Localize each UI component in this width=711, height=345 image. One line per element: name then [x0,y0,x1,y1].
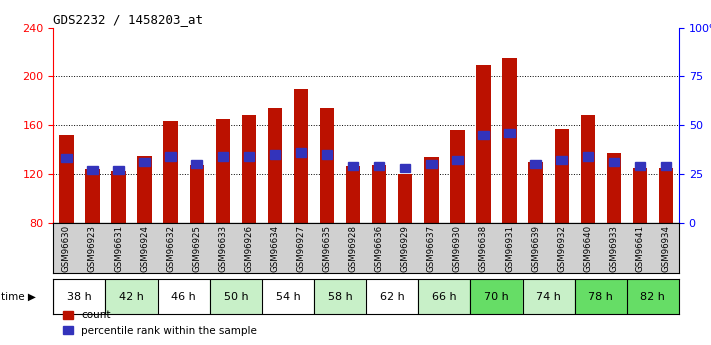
Bar [296,148,306,157]
Text: GSM96636: GSM96636 [375,225,384,272]
Bar [244,152,254,160]
Bar [366,279,418,314]
Bar [424,157,439,223]
Bar [53,279,105,314]
Bar [479,130,488,139]
Bar [191,160,202,168]
Bar [113,166,124,174]
Bar [426,160,437,168]
Bar [372,165,386,223]
Bar [348,162,358,170]
Bar [294,89,308,223]
Bar [450,130,464,223]
Bar [215,119,230,223]
Text: GDS2232 / 1458203_at: GDS2232 / 1458203_at [53,13,203,27]
Text: 78 h: 78 h [589,292,613,302]
Bar [528,161,542,223]
Text: 62 h: 62 h [380,292,405,302]
Text: GSM96635: GSM96635 [323,225,331,272]
Bar [242,115,256,223]
Bar [504,129,515,137]
Text: GSM96640: GSM96640 [583,225,592,272]
Bar [139,158,150,166]
Bar [374,162,385,170]
Bar [452,156,463,165]
Text: 74 h: 74 h [536,292,561,302]
Text: GSM96933: GSM96933 [609,225,619,272]
Bar [269,150,280,159]
Bar [190,165,204,223]
Bar [61,154,72,162]
Text: GSM96638: GSM96638 [479,225,488,272]
Bar [606,153,621,223]
Text: 54 h: 54 h [276,292,300,302]
Bar [659,168,673,223]
Text: GSM96923: GSM96923 [88,225,97,272]
Text: GSM96931: GSM96931 [505,225,514,272]
Text: 42 h: 42 h [119,292,144,302]
Bar [627,279,679,314]
Bar [105,279,158,314]
Text: GSM96641: GSM96641 [636,225,644,272]
Bar [158,279,210,314]
Text: GSM96634: GSM96634 [270,225,279,272]
Bar [609,158,619,166]
Text: GSM96633: GSM96633 [218,225,228,272]
Bar [85,169,100,223]
Bar [314,279,366,314]
Bar [346,167,360,223]
Text: GSM96632: GSM96632 [166,225,175,272]
Bar [400,164,410,172]
Bar [503,58,517,223]
Bar [218,152,228,160]
Text: GSM96928: GSM96928 [348,225,358,272]
Bar [661,162,671,170]
Bar [582,152,593,160]
Bar [581,115,595,223]
Bar [320,108,334,223]
Text: 70 h: 70 h [484,292,509,302]
Bar [418,279,471,314]
Text: GSM96932: GSM96932 [557,225,566,272]
Bar [557,156,567,165]
Text: GSM96639: GSM96639 [531,225,540,272]
Bar [166,152,176,160]
Text: GSM96934: GSM96934 [661,225,670,272]
Bar [476,65,491,223]
Bar [210,279,262,314]
Text: time ▶: time ▶ [1,292,36,302]
Bar [523,279,574,314]
Text: 66 h: 66 h [432,292,456,302]
Text: 50 h: 50 h [223,292,248,302]
Text: GSM96637: GSM96637 [427,225,436,272]
Bar [59,135,73,223]
Text: GSM96631: GSM96631 [114,225,123,272]
Bar [262,279,314,314]
Bar [633,168,647,223]
Text: GSM96930: GSM96930 [453,225,462,272]
Text: GSM96929: GSM96929 [401,225,410,272]
Text: 82 h: 82 h [641,292,665,302]
Bar [112,171,126,223]
Bar [268,108,282,223]
Bar [574,279,627,314]
Bar [322,150,332,159]
Bar [87,166,97,174]
Text: 58 h: 58 h [328,292,353,302]
Legend: count, percentile rank within the sample: count, percentile rank within the sample [58,306,262,340]
Text: GSM96927: GSM96927 [296,225,306,272]
Bar [137,156,151,223]
Text: GSM96925: GSM96925 [192,225,201,272]
Text: 38 h: 38 h [67,292,92,302]
Bar [398,174,412,223]
Text: 46 h: 46 h [171,292,196,302]
Bar [530,160,541,168]
Text: GSM96926: GSM96926 [245,225,253,272]
Text: GSM96924: GSM96924 [140,225,149,272]
Bar [164,121,178,223]
Bar [471,279,523,314]
Bar [555,129,569,223]
Text: GSM96630: GSM96630 [62,225,71,272]
Bar [635,162,645,170]
